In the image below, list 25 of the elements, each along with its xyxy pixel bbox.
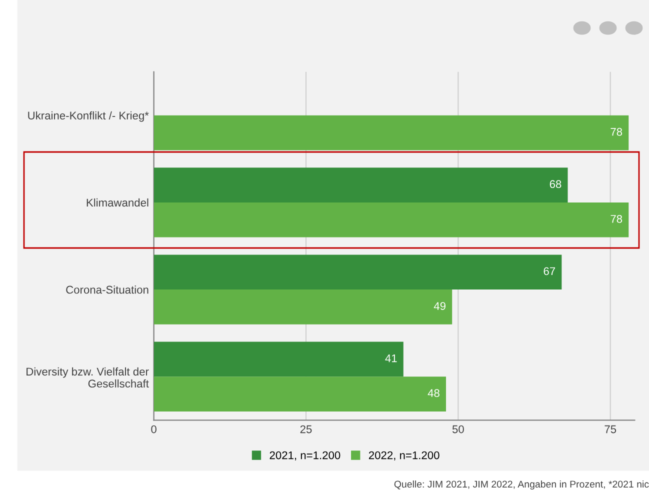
y-tick-label: Klimawandel (86, 198, 148, 207)
x-tick-label: 25 (300, 425, 312, 434)
data-label: 41 (385, 354, 397, 362)
x-tick-label: 0 (151, 425, 156, 434)
data-label: 68 (550, 180, 562, 188)
bar (154, 168, 568, 202)
bar (154, 376, 446, 412)
legend-label: 2022, n=1.200 (368, 451, 440, 461)
y-tick-label: Ukraine-Konflikt /- Krieg* (28, 111, 149, 122)
x-tick-label: 75 (604, 425, 616, 434)
bar (154, 342, 404, 377)
bar (154, 254, 562, 290)
source-note: Quelle: JIM 2021, JIM 2022, Angaben in Prozent, *2021 nic (394, 480, 649, 490)
bar (154, 290, 452, 324)
data-label: 78 (610, 128, 622, 136)
y-tick-label: Diversity bzw. Vielfalt der Gesellschaft (26, 367, 149, 388)
legend-label: 2021, n=1.200 (270, 451, 340, 461)
data-label: 48 (428, 389, 440, 398)
bar (154, 115, 629, 150)
data-label: 67 (544, 267, 556, 276)
bar (154, 202, 629, 238)
data-label: 78 (610, 214, 622, 223)
x-tick-label: 50 (452, 425, 464, 434)
y-tick-label: Corona-Situation (66, 286, 148, 294)
data-label: 49 (434, 302, 446, 310)
